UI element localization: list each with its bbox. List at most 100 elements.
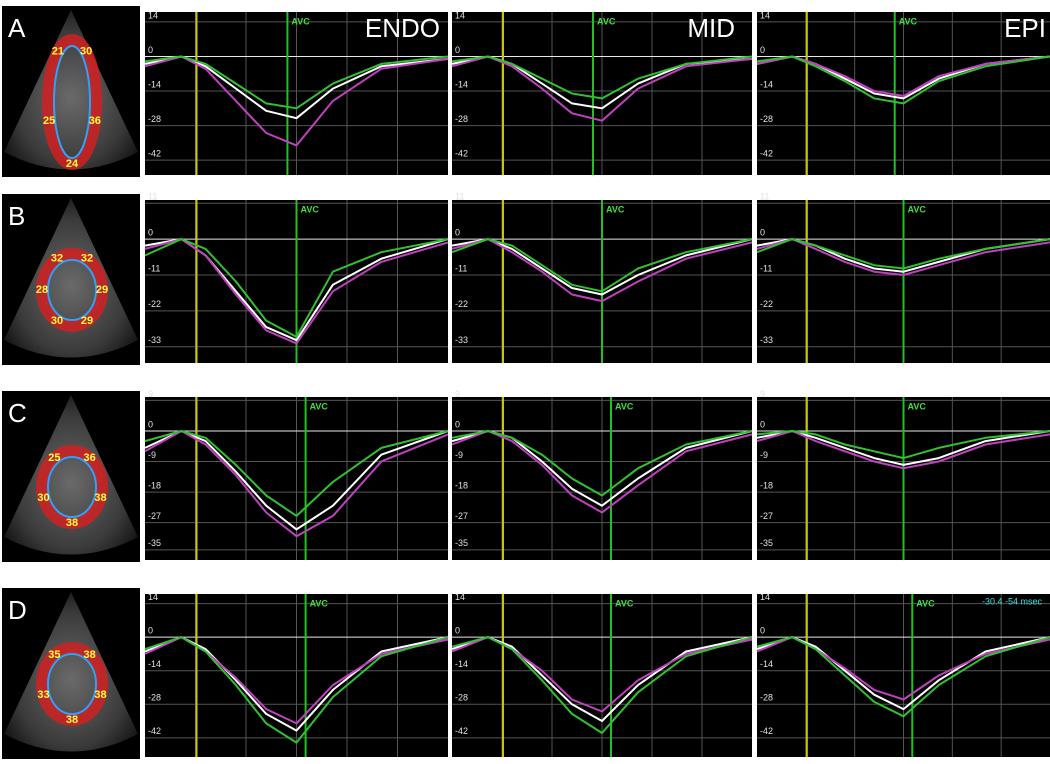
event-label: AVC: [606, 204, 625, 214]
y-tick-label: 0: [760, 227, 765, 237]
strain-panel: 90-9-18-27-35AVC: [757, 389, 1050, 560]
y-tick-label: 9: [148, 389, 153, 399]
annotation: -30.4 -54 msec: [982, 596, 1043, 606]
strain-panel: 11 0 -11 -22 -33 AVC: [145, 192, 448, 363]
y-tick-label: -14: [455, 659, 468, 669]
segment-label: 33: [37, 689, 49, 701]
segment-label: 38: [94, 689, 106, 701]
event-label: AVC: [310, 401, 329, 411]
segment-label: 30: [37, 492, 49, 504]
y-tick-label: 0: [760, 419, 765, 429]
y-tick-label: 0: [148, 227, 153, 237]
segment-label: 30: [51, 315, 63, 327]
y-tick-label: 0: [148, 626, 153, 636]
y-tick-label: 9: [760, 389, 765, 399]
y-tick-label: 14: [760, 10, 770, 20]
y-tick-label: -28: [760, 693, 773, 703]
y-tick-label: -18: [455, 480, 468, 490]
y-tick-label: 0: [455, 626, 460, 636]
segment-label: 36: [84, 452, 96, 464]
row-label: A: [8, 13, 26, 43]
y-tick-label: -22: [455, 299, 468, 309]
y-tick-label: -42: [760, 149, 773, 159]
event-label: AVC: [615, 598, 634, 608]
y-tick-label: -9: [760, 450, 768, 460]
y-tick-label: -42: [455, 149, 468, 159]
y-tick-label: -22: [760, 299, 773, 309]
column-label: MID: [687, 13, 735, 43]
event-label: AVC: [301, 204, 320, 214]
y-tick-label: -14: [760, 79, 773, 89]
y-tick-label: 0: [455, 419, 460, 429]
segment-label: 38: [94, 492, 106, 504]
segment-label: 32: [81, 253, 93, 265]
y-tick-label: -14: [455, 79, 468, 89]
y-tick-label: -18: [148, 480, 161, 490]
segment-label: 25: [48, 452, 60, 464]
segment-label: 28: [36, 284, 48, 296]
y-tick-label: -42: [148, 149, 161, 159]
segment-label: 29: [81, 315, 93, 327]
event-label: AVC: [291, 16, 310, 26]
row-label: C: [8, 398, 27, 428]
y-tick-label: 0: [760, 45, 765, 55]
y-tick-label: -42: [760, 726, 773, 736]
y-tick-label: -35: [760, 538, 773, 548]
y-tick-label: 11: [148, 192, 157, 202]
y-tick-label: -28: [148, 114, 161, 124]
event-label: AVC: [908, 204, 927, 214]
y-tick-label: 14: [148, 10, 158, 20]
y-tick-label: -28: [148, 693, 161, 703]
y-tick-label: 0: [760, 626, 765, 636]
y-tick-label: 0: [455, 227, 460, 237]
segment-label: 32: [51, 253, 63, 265]
y-tick-label: -28: [455, 114, 468, 124]
y-tick-label: -42: [455, 726, 468, 736]
event-label: AVC: [899, 16, 918, 26]
strain-panel: 11 0 -11 -22 -33 AVC: [452, 192, 752, 363]
segment-label: 30: [80, 46, 92, 58]
segment-label: 36: [89, 115, 101, 127]
y-tick-label: -22: [148, 299, 161, 309]
y-tick-label: -33: [455, 335, 468, 345]
segment-label: 21: [52, 46, 64, 58]
column-label: ENDO: [365, 13, 440, 43]
y-tick-label: -42: [148, 726, 161, 736]
y-tick-label: -9: [455, 450, 463, 460]
segment-label: 35: [48, 649, 60, 661]
y-tick-label: -11: [455, 263, 467, 273]
y-tick-label: 0: [455, 45, 460, 55]
segment-label: 25: [43, 115, 55, 127]
y-tick-label: 11: [455, 192, 464, 202]
event-label: AVC: [310, 598, 329, 608]
event-label: AVC: [597, 16, 616, 26]
y-tick-label: -27: [148, 511, 161, 521]
y-tick-label: -33: [760, 335, 773, 345]
y-tick-label: 0: [148, 419, 153, 429]
event-label: AVC: [916, 598, 935, 608]
y-tick-label: -35: [455, 538, 468, 548]
strain-panel: 140-14-28-42AVC: [145, 592, 448, 757]
y-tick-label: -35: [148, 538, 161, 548]
y-tick-label: -27: [760, 511, 773, 521]
column-label: EPI: [1004, 13, 1046, 43]
strain-panel: 9 0 -9 -18 -27 -35 AVC: [145, 389, 448, 560]
y-tick-label: 14: [148, 592, 158, 602]
y-tick-label: 9: [455, 389, 460, 399]
row-label: B: [8, 201, 25, 231]
y-tick-label: -14: [760, 659, 773, 669]
event-label: AVC: [908, 401, 927, 411]
y-tick-label: 11: [760, 192, 769, 202]
y-tick-label: -9: [148, 450, 156, 460]
y-tick-label: 14: [455, 592, 465, 602]
event-label: AVC: [615, 401, 634, 411]
segment-label: 29: [96, 284, 108, 296]
y-tick-label: 0: [148, 45, 153, 55]
y-tick-label: -11: [148, 263, 160, 273]
y-tick-label: -33: [148, 335, 161, 345]
y-tick-label: -28: [760, 114, 773, 124]
